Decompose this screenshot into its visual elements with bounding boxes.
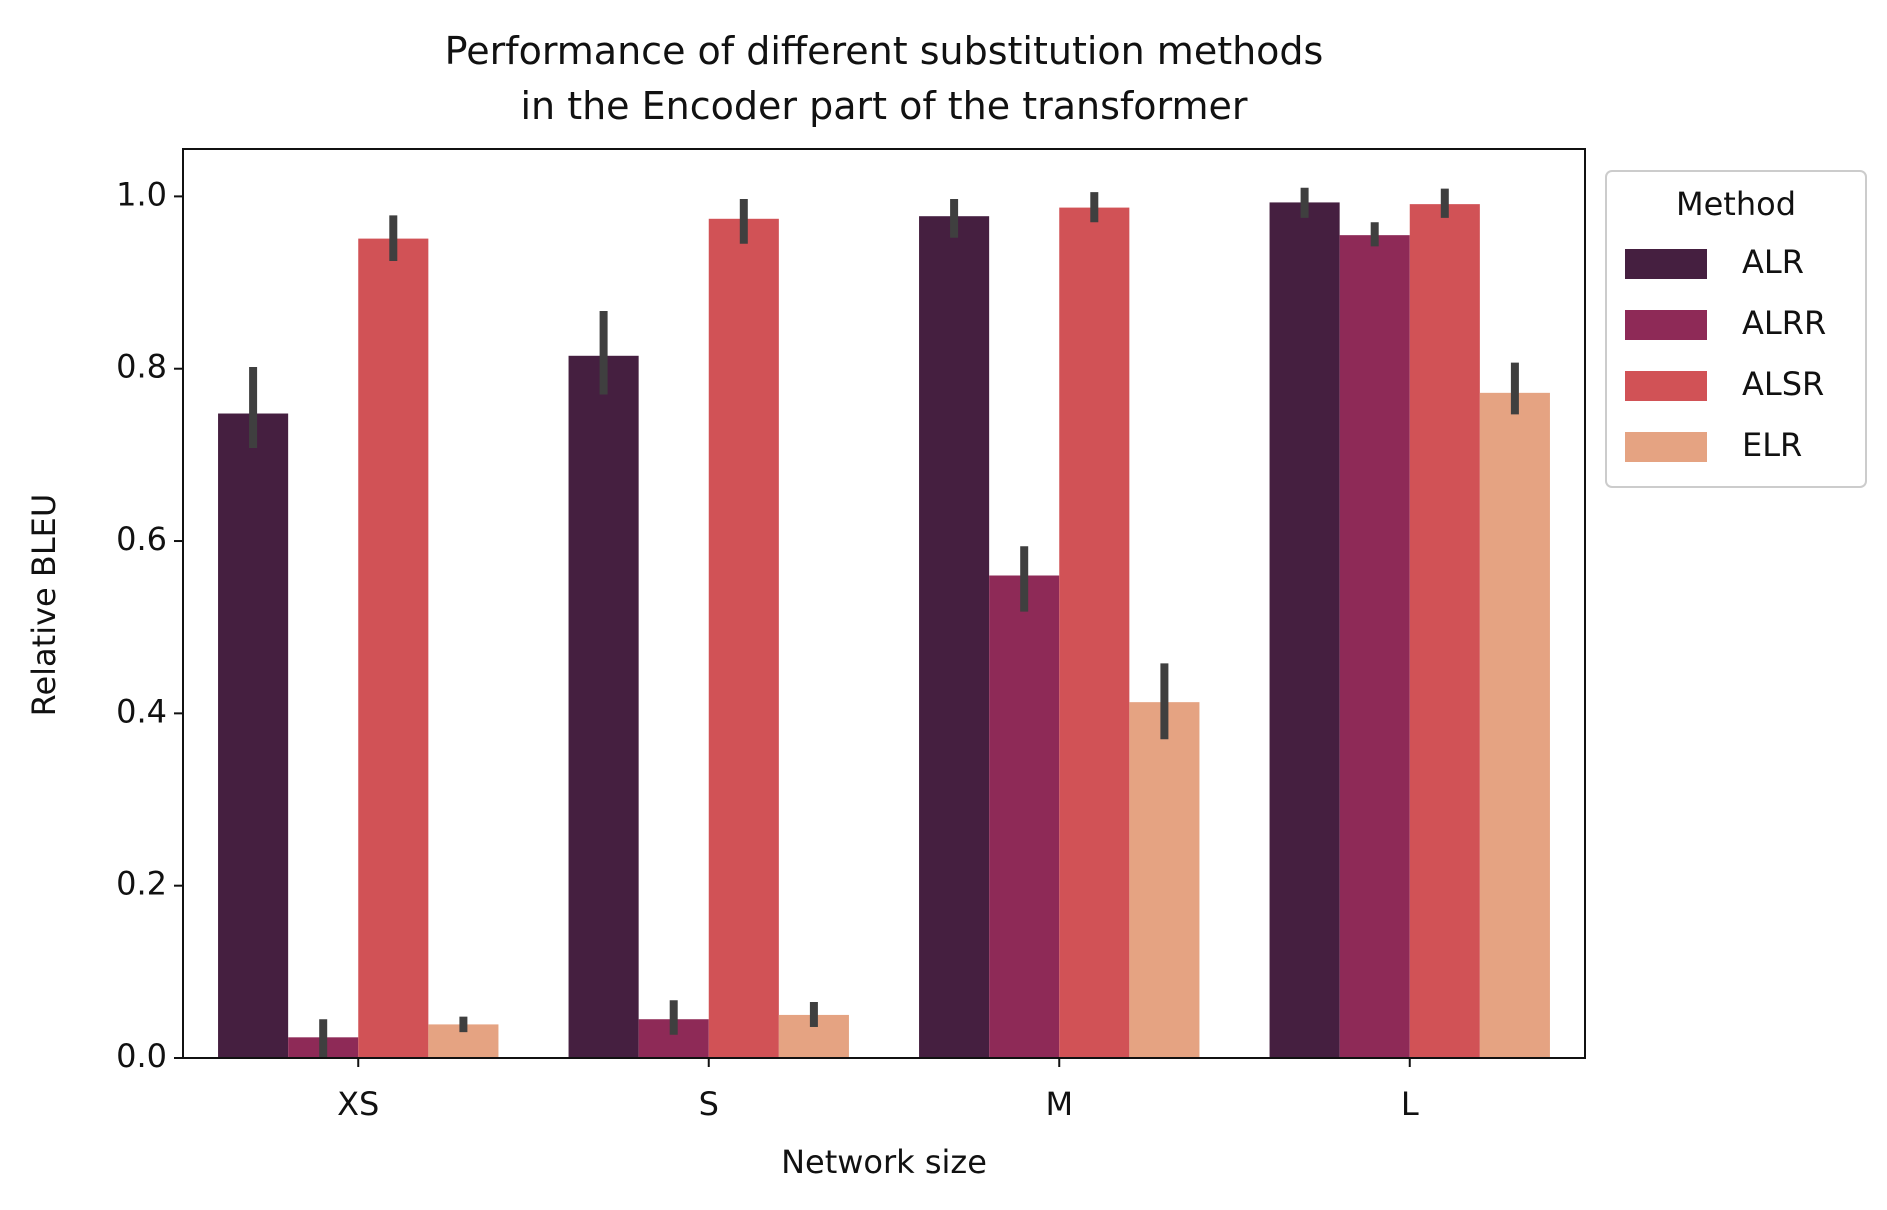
- y-tick-label: 1.0: [116, 175, 167, 213]
- y-tick-label: 0.0: [116, 1037, 167, 1075]
- bar: [1339, 235, 1410, 1058]
- legend-label: ALRR: [1742, 304, 1826, 342]
- legend-swatch: [1625, 249, 1707, 279]
- legend-title: Method: [1676, 185, 1796, 223]
- legend-swatch: [1625, 432, 1707, 462]
- y-tick-label: 0.4: [116, 692, 167, 730]
- x-tick-label: S: [699, 1085, 719, 1123]
- legend-label: ALR: [1742, 243, 1804, 281]
- bar: [1269, 202, 1340, 1058]
- y-tick-label: 0.6: [116, 520, 167, 558]
- legend-swatch: [1625, 371, 1707, 401]
- y-tick-label: 0.2: [116, 865, 167, 903]
- bar: [358, 238, 429, 1058]
- x-tick-label: M: [1045, 1085, 1073, 1123]
- legend-label: ELR: [1742, 426, 1802, 464]
- plot-frame: [182, 148, 1586, 1059]
- chart-title: Performance of different substitution me…: [445, 29, 1324, 128]
- y-tick-label: 0.8: [116, 348, 167, 386]
- bar: [218, 413, 289, 1059]
- bar: [1479, 392, 1550, 1058]
- bar: [919, 216, 990, 1058]
- bar: [1409, 204, 1480, 1058]
- bar: [1059, 207, 1130, 1058]
- x-axis-label: Network size: [781, 1143, 987, 1181]
- bar: [708, 218, 779, 1058]
- x-tick-label: XS: [337, 1085, 379, 1123]
- legend-label: ALSR: [1742, 365, 1824, 403]
- x-tick-label: L: [1401, 1085, 1419, 1123]
- y-axis-label: Relative BLEU: [25, 494, 63, 717]
- bar: [568, 355, 639, 1058]
- legend-swatch: [1625, 310, 1707, 340]
- bar: [1129, 702, 1200, 1058]
- bar: [989, 575, 1060, 1058]
